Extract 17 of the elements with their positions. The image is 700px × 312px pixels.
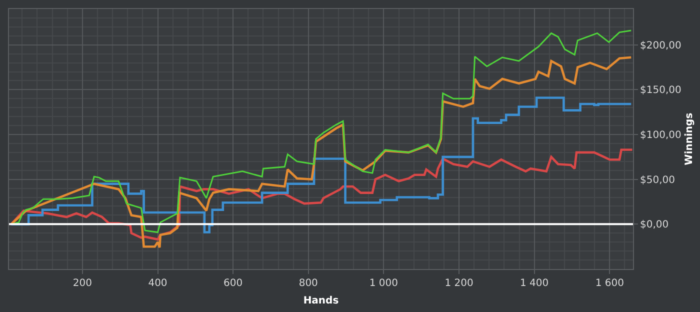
y-axis-title: Winnings (684, 112, 695, 166)
y-tick-label: $50,00 (640, 174, 675, 186)
line-series (10, 56, 632, 249)
x-tick-label: 200 (72, 278, 92, 289)
y-tick-label: $0,00 (640, 220, 669, 231)
y-tick-label: $150,00 (640, 85, 682, 96)
x-tick-label: 600 (224, 278, 243, 289)
x-tick-label: 1 000 (369, 278, 398, 289)
x-tick-label: 400 (148, 278, 168, 289)
x-tick-label: 800 (298, 278, 318, 289)
x-axis-title: Hands (303, 296, 339, 306)
y-tick-label: $100,00 (640, 130, 682, 142)
y-tick-label: $200,00 (640, 40, 682, 52)
x-tick-label: 1 200 (444, 278, 474, 289)
x-tick-label: 1 400 (520, 278, 549, 289)
x-tick-label: 1 600 (595, 278, 624, 289)
line-series (10, 148, 633, 241)
